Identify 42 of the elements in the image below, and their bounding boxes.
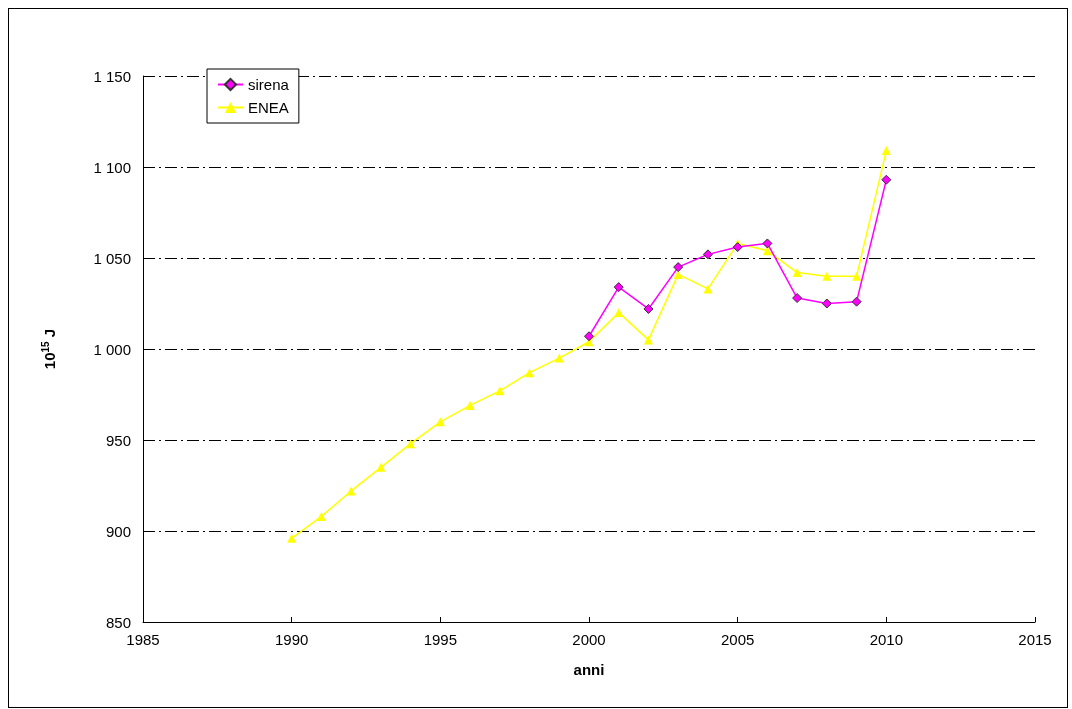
legend-label: sirena [248, 76, 290, 93]
point [881, 174, 892, 185]
point [732, 242, 743, 253]
point [881, 146, 891, 156]
point [792, 268, 802, 278]
point [316, 511, 326, 521]
x-tick-label: 2005 [720, 631, 755, 648]
point [613, 282, 624, 293]
point [792, 293, 803, 304]
point [822, 271, 832, 281]
y-tick-label: 950 [105, 431, 131, 449]
point [554, 353, 564, 363]
point [762, 238, 773, 249]
point [643, 303, 654, 314]
y-tick-label: 1 150 [93, 67, 131, 85]
point [465, 400, 475, 410]
point [851, 296, 862, 307]
point [852, 271, 862, 281]
x-tick-label: 1990 [274, 631, 309, 648]
point [525, 368, 535, 378]
y-axis-title: 1015 J [39, 328, 58, 370]
point [702, 249, 713, 260]
y-tick-label: 1 100 [93, 158, 131, 176]
x-tick-label: 2010 [869, 631, 904, 648]
point [643, 335, 653, 345]
point [406, 439, 416, 449]
point [584, 331, 594, 342]
x-tick-label: 1985 [126, 631, 160, 648]
y-tick-label: 900 [105, 522, 131, 540]
x-tick-label: 2015 [1018, 631, 1052, 648]
point [287, 533, 297, 543]
y-tick-label: 1 000 [93, 340, 131, 358]
x-tick-label: 1995 [423, 631, 458, 648]
point [673, 262, 684, 273]
y-tick-label: 1 050 [93, 249, 131, 267]
point [821, 298, 832, 309]
x-axis-title: anni [573, 661, 605, 678]
legend-label: ENEA [248, 99, 289, 116]
point [376, 462, 386, 472]
point [762, 246, 772, 256]
x-tick-label: 2000 [572, 631, 606, 648]
y-tick-label: 850 [105, 613, 131, 631]
